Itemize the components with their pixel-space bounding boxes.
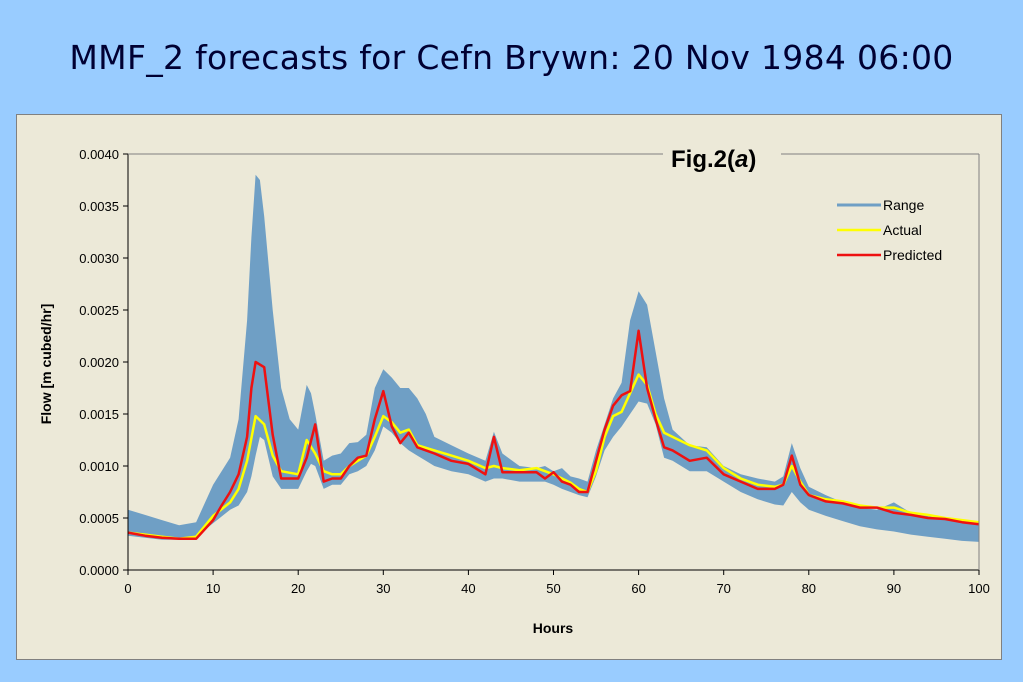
x-tick-label: 0 <box>124 581 131 596</box>
y-tick-label: 0.0010 <box>79 459 119 474</box>
y-tick-label: 0.0000 <box>79 563 119 578</box>
range-band <box>128 174 979 542</box>
y-tick-label: 0.0035 <box>79 199 119 214</box>
x-tick-label: 20 <box>291 581 305 596</box>
y-tick-label: 0.0020 <box>79 355 119 370</box>
legend: Range Actual Predicted <box>837 197 942 263</box>
x-tick-label: 70 <box>716 581 730 596</box>
chart-frame: 0 10 20 30 40 50 60 70 80 90 100 0.0000 0.0005 0.0010… <box>16 114 1002 660</box>
x-tick-label: 30 <box>376 581 390 596</box>
slide-title: MMF_2 forecasts for Cefn Brywn: 20 Nov 1… <box>69 38 954 77</box>
legend-label-actual: Actual <box>883 222 922 238</box>
y-tick-label: 0.0025 <box>79 303 119 318</box>
x-tick-label: 50 <box>546 581 560 596</box>
flow-forecast-chart: 0 10 20 30 40 50 60 70 80 90 100 0.0000 0.0005 0.0010… <box>38 146 990 636</box>
x-tick-label: 100 <box>968 581 990 596</box>
x-tick-label: 90 <box>887 581 901 596</box>
y-tick-label: 0.0015 <box>79 407 119 422</box>
y-tick-label: 0.0030 <box>79 251 119 266</box>
ticks-layer: 0 10 20 30 40 50 60 70 80 90 100 0.0000 0.0005 0.0010… <box>79 147 990 596</box>
range-band-layer <box>128 174 979 542</box>
figure-label: Fig.2(a) <box>671 146 756 173</box>
legend-label-predicted: Predicted <box>883 247 942 263</box>
x-tick-label: 10 <box>206 581 220 596</box>
series-layer <box>127 329 980 541</box>
y-tick-label: 0.0005 <box>79 511 119 526</box>
x-tick-label: 80 <box>802 581 816 596</box>
legend-label-range: Range <box>883 197 924 213</box>
x-tick-label: 40 <box>461 581 475 596</box>
x-tick-label: 60 <box>631 581 645 596</box>
series-line-predicted <box>127 329 980 541</box>
y-axis-title: Flow [m cubed/hr] <box>38 304 54 425</box>
y-tick-label: 0.0040 <box>79 147 119 162</box>
x-axis-title: Hours <box>533 620 574 636</box>
